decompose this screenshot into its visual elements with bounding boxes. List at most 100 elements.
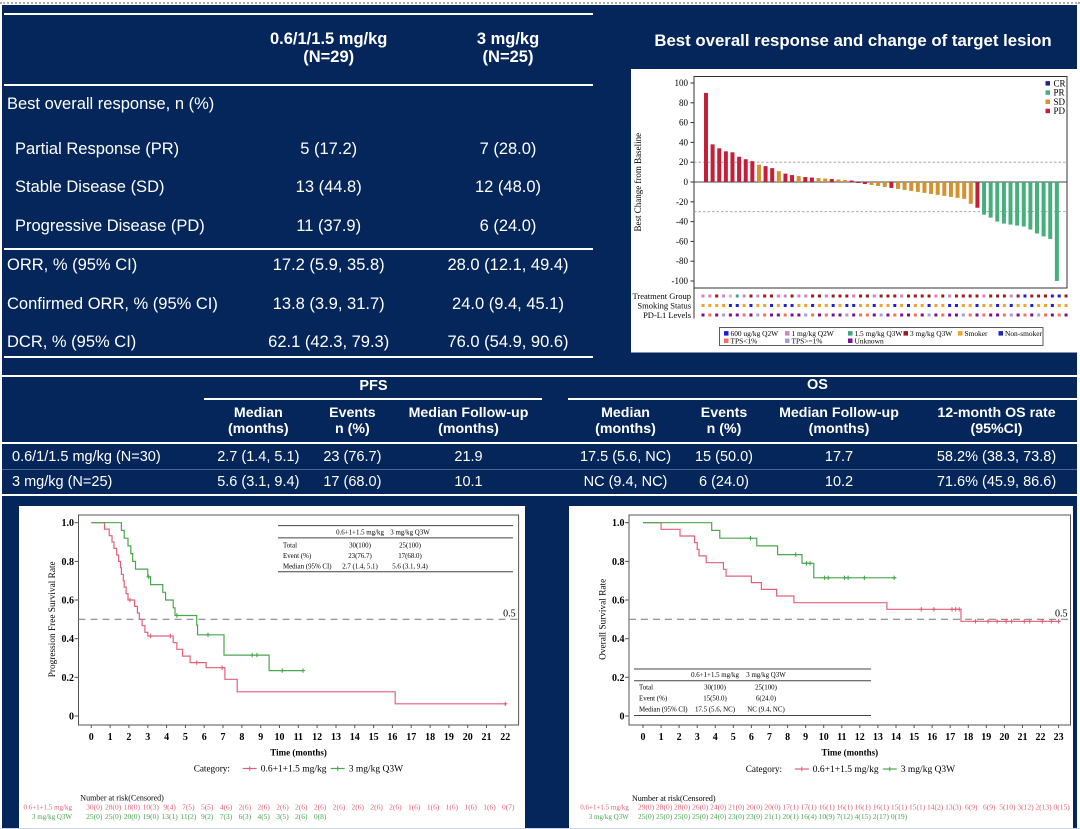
svg-text:8: 8 xyxy=(785,732,790,743)
svg-text:23(0): 23(0) xyxy=(746,812,763,821)
svg-text:1.0: 1.0 xyxy=(612,518,625,529)
svg-text:0.6+1+1.5 mg/kg: 0.6+1+1.5 mg/kg xyxy=(813,765,879,775)
svg-text:16(4): 16(4) xyxy=(800,812,817,821)
svg-text:9(4): 9(4) xyxy=(163,802,176,811)
svg-text:Median (95% CI): Median (95% CI) xyxy=(639,707,688,714)
svg-text:NC (9.4, NC): NC (9.4, NC) xyxy=(747,707,785,714)
svg-text:12: 12 xyxy=(855,732,865,743)
svg-text:20(0): 20(0) xyxy=(764,803,781,812)
svg-text:1(6): 1(6) xyxy=(483,802,496,811)
svg-text:40: 40 xyxy=(679,137,689,147)
svg-text:0.6+1+1.5 mg/kg: 0.6+1+1.5 mg/kg xyxy=(691,672,739,679)
svg-text:0(15): 0(15) xyxy=(1053,803,1070,812)
svg-text:Event (%): Event (%) xyxy=(283,553,311,560)
svg-text:11: 11 xyxy=(294,732,303,743)
svg-text:TPS>=1%: TPS>=1% xyxy=(792,336,823,345)
svg-text:6: 6 xyxy=(749,732,754,743)
svg-text:4(6): 4(6) xyxy=(220,802,233,811)
svg-text:2(6): 2(6) xyxy=(352,802,365,811)
svg-text:9: 9 xyxy=(803,732,808,743)
svg-text:25(0): 25(0) xyxy=(692,812,709,821)
svg-text:1(6): 1(6) xyxy=(446,802,459,811)
svg-text:Overall Survival Rate: Overall Survival Rate xyxy=(599,579,609,660)
svg-text:4: 4 xyxy=(713,732,718,743)
svg-text:15(1): 15(1) xyxy=(891,803,908,812)
svg-text:5(5): 5(5) xyxy=(201,802,214,811)
svg-text:2(6): 2(6) xyxy=(239,802,252,811)
svg-text:29(0): 29(0) xyxy=(638,803,655,812)
svg-text:28(0): 28(0) xyxy=(656,803,673,812)
svg-text:4: 4 xyxy=(164,732,169,743)
svg-text:28(0): 28(0) xyxy=(105,802,122,811)
svg-text:5: 5 xyxy=(183,732,188,743)
svg-text:3 mg/kg Q3W: 3 mg/kg Q3W xyxy=(901,765,955,775)
svg-text:Event (%): Event (%) xyxy=(639,696,667,703)
svg-text:16(1): 16(1) xyxy=(855,803,872,812)
svg-text:23: 23 xyxy=(1054,732,1064,743)
svg-text:3 mg/kg Q3W: 3 mg/kg Q3W xyxy=(589,813,629,821)
svg-text:21(1): 21(1) xyxy=(764,812,781,821)
svg-text:25(0): 25(0) xyxy=(105,812,122,821)
svg-text:Treatment Group: Treatment Group xyxy=(633,291,691,301)
svg-text:2(6): 2(6) xyxy=(370,802,383,811)
svg-text:PR: PR xyxy=(1054,88,1065,98)
svg-text:3: 3 xyxy=(695,732,700,743)
svg-text:1(6): 1(6) xyxy=(408,802,421,811)
svg-text:7(3): 7(3) xyxy=(220,812,233,821)
svg-text:6: 6 xyxy=(202,732,207,743)
svg-text:80: 80 xyxy=(679,98,689,108)
svg-text:11: 11 xyxy=(837,732,846,743)
svg-text:30(0): 30(0) xyxy=(86,802,103,811)
svg-text:24(0): 24(0) xyxy=(710,803,727,812)
svg-text:14: 14 xyxy=(891,732,901,743)
svg-text:0.4: 0.4 xyxy=(62,634,75,645)
svg-text:15(50.0): 15(50.0) xyxy=(703,696,727,703)
svg-text:20(1): 20(1) xyxy=(782,812,799,821)
svg-text:13(3): 13(3) xyxy=(945,803,962,812)
svg-text:0.2: 0.2 xyxy=(612,673,625,684)
svg-text:0.6+1+1.5 mg/kg: 0.6+1+1.5 mg/kg xyxy=(336,530,384,537)
svg-text:Non-smoker: Non-smoker xyxy=(1005,329,1042,338)
svg-text:Category:: Category: xyxy=(194,764,230,774)
svg-text:2(6): 2(6) xyxy=(295,802,308,811)
svg-text:17.5 (5.6, NC): 17.5 (5.6, NC) xyxy=(695,707,735,714)
svg-text:2(17): 2(17) xyxy=(873,812,890,821)
svg-text:20(0): 20(0) xyxy=(746,803,763,812)
svg-text:0.6: 0.6 xyxy=(62,596,75,607)
svg-text:2(13): 2(13) xyxy=(1035,803,1052,812)
svg-text:600 ug/kg Q2W: 600 ug/kg Q2W xyxy=(731,329,779,338)
svg-text:16(1): 16(1) xyxy=(837,803,854,812)
svg-text:0: 0 xyxy=(684,177,689,187)
svg-text:15: 15 xyxy=(909,732,919,743)
svg-text:19(0): 19(0) xyxy=(143,812,160,821)
svg-text:1(6): 1(6) xyxy=(427,802,440,811)
svg-text:4(15): 4(15) xyxy=(855,812,872,821)
svg-text:6(9): 6(9) xyxy=(983,803,996,812)
svg-text:0.6: 0.6 xyxy=(612,596,625,607)
svg-text:20: 20 xyxy=(679,157,689,167)
svg-text:2(6): 2(6) xyxy=(295,812,308,821)
svg-text:17(1): 17(1) xyxy=(800,803,817,812)
svg-text:25(100): 25(100) xyxy=(399,543,421,550)
svg-text:0.8: 0.8 xyxy=(612,557,625,568)
svg-text:9: 9 xyxy=(258,732,263,743)
svg-text:0.5: 0.5 xyxy=(503,608,515,619)
svg-text:23(0): 23(0) xyxy=(728,812,745,821)
svg-text:1(6): 1(6) xyxy=(464,802,477,811)
svg-text:19: 19 xyxy=(981,732,991,743)
svg-text:0.4: 0.4 xyxy=(612,634,625,645)
svg-text:2(6): 2(6) xyxy=(276,802,289,811)
svg-text:22: 22 xyxy=(1036,732,1046,743)
svg-text:12: 12 xyxy=(312,732,322,743)
svg-text:2(6): 2(6) xyxy=(314,802,327,811)
svg-text:11(2): 11(2) xyxy=(180,812,196,821)
svg-text:Progression Free Survival Rate: Progression Free Survival Rate xyxy=(48,561,58,677)
svg-text:3(5): 3(5) xyxy=(276,812,289,821)
svg-text:5(10): 5(10) xyxy=(999,803,1016,812)
svg-text:13: 13 xyxy=(873,732,883,743)
svg-text:0(19): 0(19) xyxy=(891,812,908,821)
svg-text:4(5): 4(5) xyxy=(257,812,270,821)
svg-text:7(5): 7(5) xyxy=(182,802,195,811)
svg-text:3 mg/kg Q3W: 3 mg/kg Q3W xyxy=(349,765,403,775)
svg-text:8: 8 xyxy=(239,732,244,743)
